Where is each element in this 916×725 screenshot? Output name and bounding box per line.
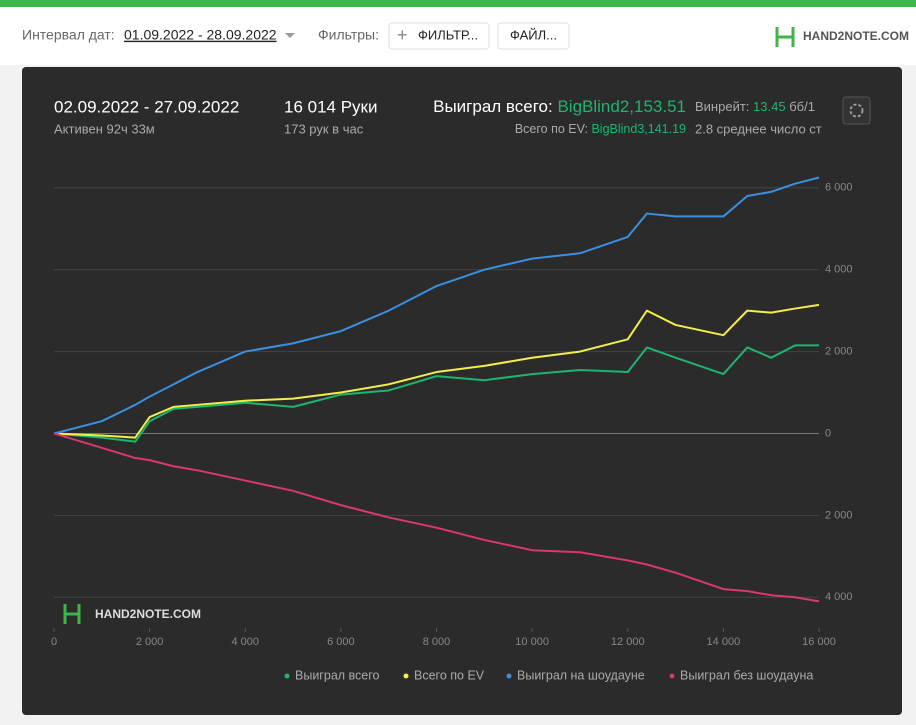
x-tick-label: 14 000 [707,636,741,648]
x-tick-label: 8 000 [423,636,451,648]
file-button[interactable] [497,22,570,50]
settings-button[interactable] [842,96,871,125]
legend-label: Выиграл на шоудауне [517,668,645,682]
settings-icon [849,103,864,118]
y-tick-label: 2 000 [825,345,853,357]
hands-per-hour: 173 рук в час [284,121,364,136]
x-tick-label: 2 000 [136,636,164,648]
logo-icon [775,27,795,47]
period: 02.09.2022 - 27.09.2022 [54,97,239,116]
y-tick-label: 6 000 [825,182,853,194]
series-line [53,344,819,443]
avg-players: 2.8 среднее число ст [695,121,822,136]
filters-label: Фильтры: [318,27,379,43]
active-time: Активен 92ч 33м [54,121,155,136]
hands: 16 014 Руки [284,97,378,116]
dropdown-arrow[interactable] [285,33,295,38]
y-tick-label: 4 000 [825,264,853,276]
filter-button[interactable] [388,22,490,50]
plus-icon: + [397,25,408,45]
winrate: Винрейт: 13.45 бб/1 [695,99,815,114]
legend-label: Выиграл без шоудауна [680,668,813,682]
legend-marker [506,673,512,679]
legend-marker [403,673,409,679]
x-tick-label: 16 000 [802,636,836,648]
date-label: Интервал дат: [22,27,115,43]
y-tick-label: 2 000 [825,509,853,521]
y-tick-label: 0 [825,427,831,439]
series-line [53,432,820,603]
filter-button-text: ФИЛЬТР... [418,27,478,42]
top-stripe [0,0,916,7]
logo-text: HAND2NOTE.COM [803,29,909,43]
y-tick-label: 4 000 [825,591,853,603]
legend-marker [669,673,675,679]
legend-label: Всего по EV [414,668,485,682]
x-tick-label: 6 000 [327,636,355,648]
legend-label: Выиграл всего [295,668,380,682]
ev-total: Всего по EV: BigBlind3,141.19 [515,122,686,136]
panel [22,67,902,715]
watermark: HAND2NOTE.COM [95,607,201,621]
date-range[interactable]: 01.09.2022 - 28.09.2022 [124,27,277,43]
series-line [53,303,820,439]
series-line [53,176,820,435]
x-tick-label: 12 000 [611,636,645,648]
x-tick-label: 0 [51,636,57,648]
watermark-icon [63,604,81,624]
x-tick-label: 10 000 [515,636,549,648]
legend-marker [284,673,290,679]
won-total: Выиграл всего: BigBlind2,153.51 [433,97,686,116]
file-button-text: ФАЙЛ... [510,27,557,42]
x-tick-label: 4 000 [231,636,259,648]
